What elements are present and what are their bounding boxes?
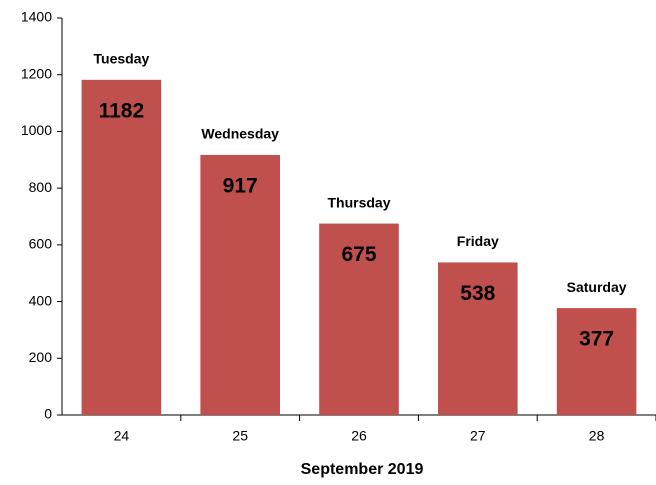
value-label: 675 xyxy=(341,243,376,266)
bar-day-label: Wednesday xyxy=(201,126,279,142)
bar xyxy=(438,262,518,415)
bar-day-label: Thursday xyxy=(327,194,390,210)
y-tick-label: 200 xyxy=(29,349,53,365)
value-label: 917 xyxy=(223,175,258,198)
x-tick-label: 27 xyxy=(470,428,486,444)
y-tick-label: 1000 xyxy=(21,122,52,138)
y-tick-label: 600 xyxy=(29,236,53,252)
bar xyxy=(200,154,280,415)
bar xyxy=(81,79,162,415)
bar xyxy=(556,308,637,415)
x-axis-title: September 2019 xyxy=(301,461,424,478)
bar-day-label: Tuesday xyxy=(94,51,150,67)
y-tick-label: 1200 xyxy=(21,65,52,81)
value-label: 538 xyxy=(460,282,495,305)
x-tick-label: 24 xyxy=(114,428,130,444)
y-tick-label: 0 xyxy=(44,406,52,422)
bar-day-label: Saturday xyxy=(567,279,627,295)
y-tick-label: 800 xyxy=(29,179,53,195)
y-tick-label: 400 xyxy=(29,292,53,308)
value-label: 1182 xyxy=(99,99,145,122)
y-tick-label: 1400 xyxy=(21,9,52,25)
bar-day-label: Friday xyxy=(457,233,499,249)
x-tick-label: 25 xyxy=(232,428,248,444)
x-tick-label: 26 xyxy=(351,428,367,444)
bar xyxy=(319,223,399,415)
value-label: 377 xyxy=(579,328,614,351)
x-tick-label: 28 xyxy=(589,428,605,444)
